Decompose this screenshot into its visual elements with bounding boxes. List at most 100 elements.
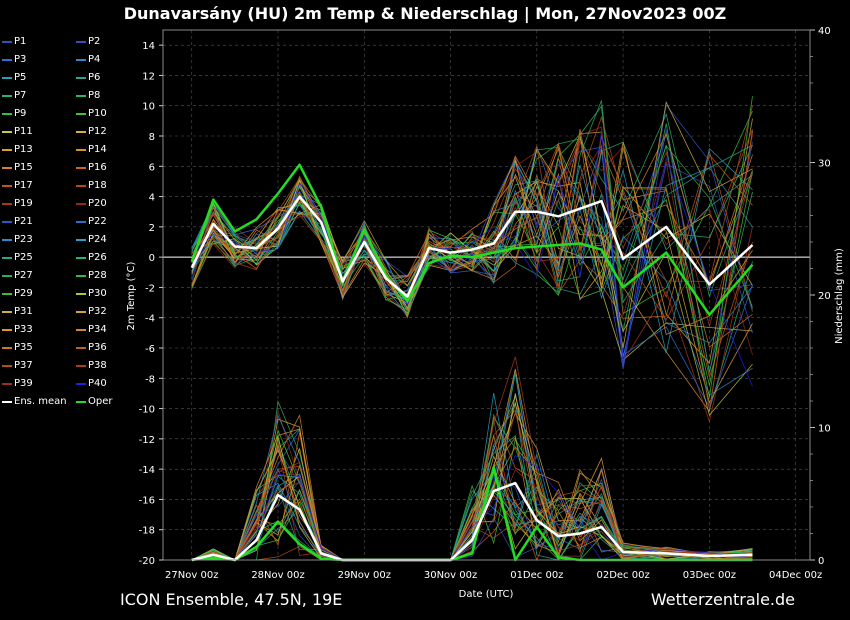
- legend-swatch: [2, 166, 12, 169]
- legend-item: P35: [2, 342, 33, 356]
- legend-swatch: [76, 112, 86, 115]
- y-tick-label-left: 12: [142, 71, 155, 82]
- legend-item: P31: [2, 306, 33, 320]
- legend-item: P1: [2, 36, 26, 50]
- legend-item: P27: [2, 270, 33, 284]
- model-info: ICON Ensemble, 47.5N, 19E: [120, 590, 343, 609]
- y-tick-label-left: 14: [142, 41, 155, 52]
- legend-swatch: [76, 256, 86, 259]
- legend-swatch: [2, 184, 12, 187]
- x-tick-label: 03Dec 00z: [683, 570, 736, 581]
- legend-label: P18: [88, 180, 107, 191]
- legend-swatch: [2, 58, 12, 61]
- y-tick-label-right: 10: [818, 424, 831, 435]
- y-tick-label-left: -20: [139, 556, 155, 567]
- legend-swatch: [2, 148, 12, 151]
- legend-label: P10: [88, 108, 107, 119]
- legend-item: P40: [76, 378, 107, 392]
- y-tick-label-right: 0: [818, 556, 824, 567]
- y-axis-label-right: Niederschlag (mm): [834, 248, 845, 344]
- legend-item: P10: [76, 108, 107, 122]
- legend-swatch: [2, 346, 12, 349]
- x-tick-label: 28Nov 00z: [251, 570, 304, 581]
- legend-swatch: [76, 364, 86, 367]
- legend-swatch: [76, 130, 86, 133]
- legend-label: Oper: [88, 396, 113, 407]
- temp-member-p33: [191, 141, 753, 336]
- legend-item: P25: [2, 252, 33, 266]
- y-tick-label-left: -10: [139, 405, 155, 416]
- legend-swatch: [76, 292, 86, 295]
- legend-swatch: [76, 328, 86, 331]
- axes: -20-18-16-14-12-10-8-6-4-202468101214010…: [139, 26, 831, 581]
- legend-label: P1: [14, 36, 27, 47]
- legend-label: P6: [88, 72, 101, 83]
- legend-swatch: [76, 382, 86, 385]
- y-tick-label-left: -8: [145, 374, 155, 385]
- legend-label: P13: [14, 144, 33, 155]
- legend-swatch: [2, 274, 12, 277]
- legend-swatch: [76, 400, 86, 403]
- legend-label: P28: [88, 270, 107, 281]
- legend-label: P19: [14, 198, 33, 209]
- legend-swatch: [76, 94, 86, 97]
- legend-label: P25: [14, 252, 33, 263]
- temp-member-p26: [191, 100, 753, 304]
- legend-item: P15: [2, 162, 33, 176]
- legend-swatch: [76, 166, 86, 169]
- legend-item: Ens. mean: [2, 396, 67, 410]
- site-credit: Wetterzentrale.de: [650, 590, 795, 609]
- legend-item: P20: [76, 198, 107, 212]
- y-tick-label-right: 20: [818, 291, 831, 302]
- temp-oper-line: [190, 163, 754, 316]
- temp-member-p37: [191, 105, 753, 296]
- temp-member-p21: [191, 104, 753, 367]
- x-tick-label: 30Nov 00z: [424, 570, 477, 581]
- x-axis-label: Date (UTC): [459, 589, 514, 600]
- legend-item: P21: [2, 216, 33, 230]
- legend-item: P9: [2, 108, 26, 122]
- legend-label: P23: [14, 234, 33, 245]
- legend-label: P15: [14, 162, 33, 173]
- legend-label: P38: [88, 360, 107, 371]
- legend-item: P13: [2, 144, 33, 158]
- legend-label: P27: [14, 270, 33, 281]
- legend-label: P32: [88, 306, 107, 317]
- legend-swatch: [2, 94, 12, 97]
- legend-item: P28: [76, 270, 107, 284]
- temp-member-p22: [191, 147, 753, 409]
- legend-item: P2: [76, 36, 100, 50]
- y-tick-label-left: -2: [145, 283, 155, 294]
- legend-label: P20: [88, 198, 107, 209]
- legend-swatch: [76, 58, 86, 61]
- legend-item: P4: [76, 54, 100, 68]
- legend-label: P26: [88, 252, 107, 263]
- y-tick-label-left: -12: [139, 435, 155, 446]
- legend-item: P26: [76, 252, 107, 266]
- x-tick-label: 01Dec 00z: [510, 570, 563, 581]
- x-tick-label: 04Dec 00z: [769, 570, 822, 581]
- y-tick-label-left: -4: [145, 314, 155, 325]
- legend-item: P18: [76, 180, 107, 194]
- legend-label: P12: [88, 126, 107, 137]
- legend-item: P33: [2, 324, 33, 338]
- legend-label: P2: [88, 36, 101, 47]
- legend-item: P39: [2, 378, 33, 392]
- y-tick-label-left: 8: [149, 132, 155, 143]
- legend-label: P11: [14, 126, 33, 137]
- temp-member-p6: [191, 144, 753, 300]
- temp-member-p1: [191, 129, 753, 373]
- y-tick-label-left: 4: [149, 193, 155, 204]
- ensemble-members: [191, 96, 753, 562]
- legend-swatch: [2, 220, 12, 223]
- legend-swatch: [76, 310, 86, 313]
- legend-label: P31: [14, 306, 33, 317]
- legend-item: Oper: [76, 396, 112, 410]
- y-tick-label-right: 40: [818, 26, 831, 37]
- temp-member-p28: [191, 145, 753, 308]
- legend-label: P40: [88, 378, 107, 389]
- legend-label: P9: [14, 108, 27, 119]
- legend-label: P7: [14, 90, 27, 101]
- legend-swatch: [76, 346, 86, 349]
- legend-label: P34: [88, 324, 107, 335]
